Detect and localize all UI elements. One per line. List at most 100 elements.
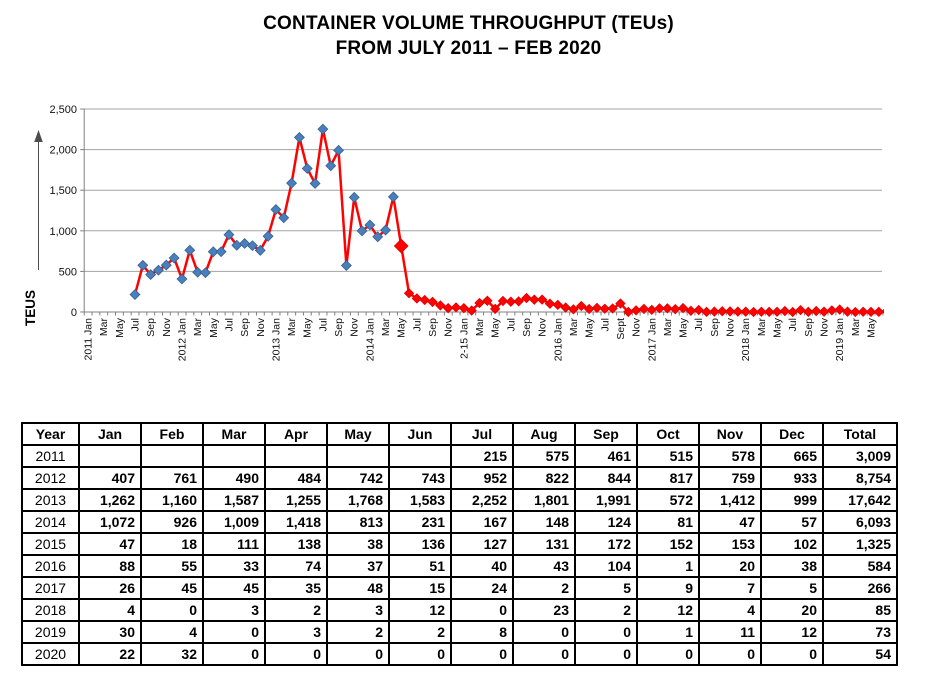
year-cell: 2014 [21, 510, 80, 534]
data-point-red-diamond [458, 303, 470, 314]
value-cell: 40 [450, 554, 514, 578]
value-cell: 11 [698, 620, 762, 644]
value-cell: 572 [636, 488, 700, 512]
value-cell: 167 [450, 510, 514, 534]
value-cell: 1,262 [78, 488, 142, 512]
data-point-red-diamond [670, 303, 681, 315]
data-point-red-diamond [489, 303, 501, 315]
data-point-blue-diamond [168, 252, 180, 264]
value-cell: 1,583 [388, 488, 452, 512]
chart-title-line2: FROM JULY 2011 – FEB 2020 [335, 38, 602, 59]
data-point-red-diamond [450, 302, 462, 313]
data-point-blue-diamond [145, 269, 157, 281]
value-cell: 2 [574, 598, 638, 622]
column-header: Total [822, 422, 898, 446]
data-point-red-diamond [466, 305, 477, 316]
data-point-red-diamond [717, 306, 728, 317]
data-point-blue-diamond [301, 162, 313, 174]
up-arrow-icon [34, 130, 43, 142]
value-cell: 12 [760, 620, 824, 644]
data-point-blue-diamond [356, 225, 368, 237]
data-point-red-diamond [771, 306, 783, 317]
table-row: 2019 30 4 0 3 2 2 8 0 0 1 11 12 73 [21, 620, 898, 644]
data-point-red-diamond [898, 307, 907, 316]
data-point-blue-diamond [239, 238, 251, 249]
value-cell: 484 [264, 466, 328, 490]
data-point-blue-diamond [286, 177, 298, 189]
value-cell: 5 [760, 576, 824, 600]
data-point-red-diamond [513, 296, 524, 307]
data-point-red-diamond [521, 292, 532, 304]
value-cell: 0 [512, 620, 576, 644]
data-point-red-diamond [474, 297, 485, 309]
value-cell: 4 [698, 598, 762, 622]
data-point-blue-diamond [317, 123, 329, 135]
x-tick-label: May [678, 317, 690, 338]
data-point-red-diamond [544, 298, 556, 309]
value-cell: 461 [574, 444, 638, 468]
data-point-red-diamond [826, 305, 838, 316]
value-cell: 407 [78, 466, 142, 490]
year-cell: 2011 [21, 444, 80, 468]
value-cell: 3 [264, 620, 328, 644]
x-tick-label: 2013 Jan [270, 318, 282, 361]
value-cell: 8,754 [822, 466, 898, 490]
value-cell: 822 [512, 466, 576, 490]
x-tick-label: Nov [725, 317, 737, 336]
y-tick-label: 2,000 [49, 145, 77, 157]
data-point-red-diamond [529, 294, 540, 305]
data-point-red-diamond [709, 306, 720, 317]
data-point-red-diamond [890, 307, 899, 316]
data-point-blue-diamond [199, 267, 211, 279]
data-point-red-diamond [756, 306, 767, 317]
data-point-blue-diamond [215, 246, 227, 258]
x-tick-label: Mar [756, 318, 768, 337]
x-tick-label: Mar [568, 318, 580, 337]
value-cell [264, 444, 328, 468]
value-cell: 30 [78, 620, 142, 644]
value-cell: 26 [78, 576, 142, 600]
x-tick-label: Sep [145, 318, 157, 337]
data-point-red-diamond [685, 305, 697, 316]
value-cell: 0 [760, 642, 824, 666]
value-cell: 55 [140, 554, 204, 578]
value-cell: 9 [636, 576, 700, 600]
value-cell: 18 [140, 532, 204, 556]
x-tick-label: Mar [98, 318, 110, 337]
value-cell: 148 [512, 510, 576, 534]
header-row: Year Jan Feb Mar Apr May Jun Jul Aug Sep Oct Nov Dec… [21, 422, 898, 446]
column-header: May [326, 422, 390, 446]
data-point-red-diamond [929, 306, 937, 315]
x-tick-label: Jul [505, 318, 517, 331]
monthly-throughput-table: Year Jan Feb Mar Apr May Jun Jul Aug Sep Oct Nov Dec… [21, 422, 898, 666]
x-tick-label: Sep [709, 318, 721, 337]
data-point-red-diamond [906, 307, 915, 316]
value-cell: 127 [450, 532, 514, 556]
data-point-red-diamond [482, 295, 493, 306]
data-point-red-diamond [599, 303, 610, 314]
value-cell: 57 [760, 510, 824, 534]
table-row: 2012 407 761 490 484 742 743 952 822 844 817 759 933… [21, 466, 898, 490]
value-cell: 38 [760, 554, 824, 578]
x-tick-label: May [114, 317, 126, 338]
y-tick-label: 500 [59, 266, 77, 278]
data-point-red-diamond [873, 306, 884, 318]
data-point-blue-diamond [380, 224, 392, 236]
year-cell: 2012 [21, 466, 80, 490]
value-cell: 759 [698, 466, 762, 490]
x-tick-label: Mar [286, 318, 298, 337]
value-cell: 20 [698, 554, 762, 578]
data-point-blue-diamond [160, 259, 172, 271]
value-cell: 0 [326, 642, 390, 666]
value-cell: 12 [636, 598, 700, 622]
value-cell: 12 [388, 598, 452, 622]
value-cell: 22 [78, 642, 142, 666]
data-point-red-diamond [787, 306, 798, 318]
year-cell: 2020 [21, 642, 80, 666]
value-cell: 215 [450, 444, 514, 468]
x-tick-label: Nov [443, 317, 455, 336]
value-cell: 43 [512, 554, 576, 578]
data-point-red-diamond [560, 302, 571, 313]
data-point-red-diamond [646, 304, 657, 316]
